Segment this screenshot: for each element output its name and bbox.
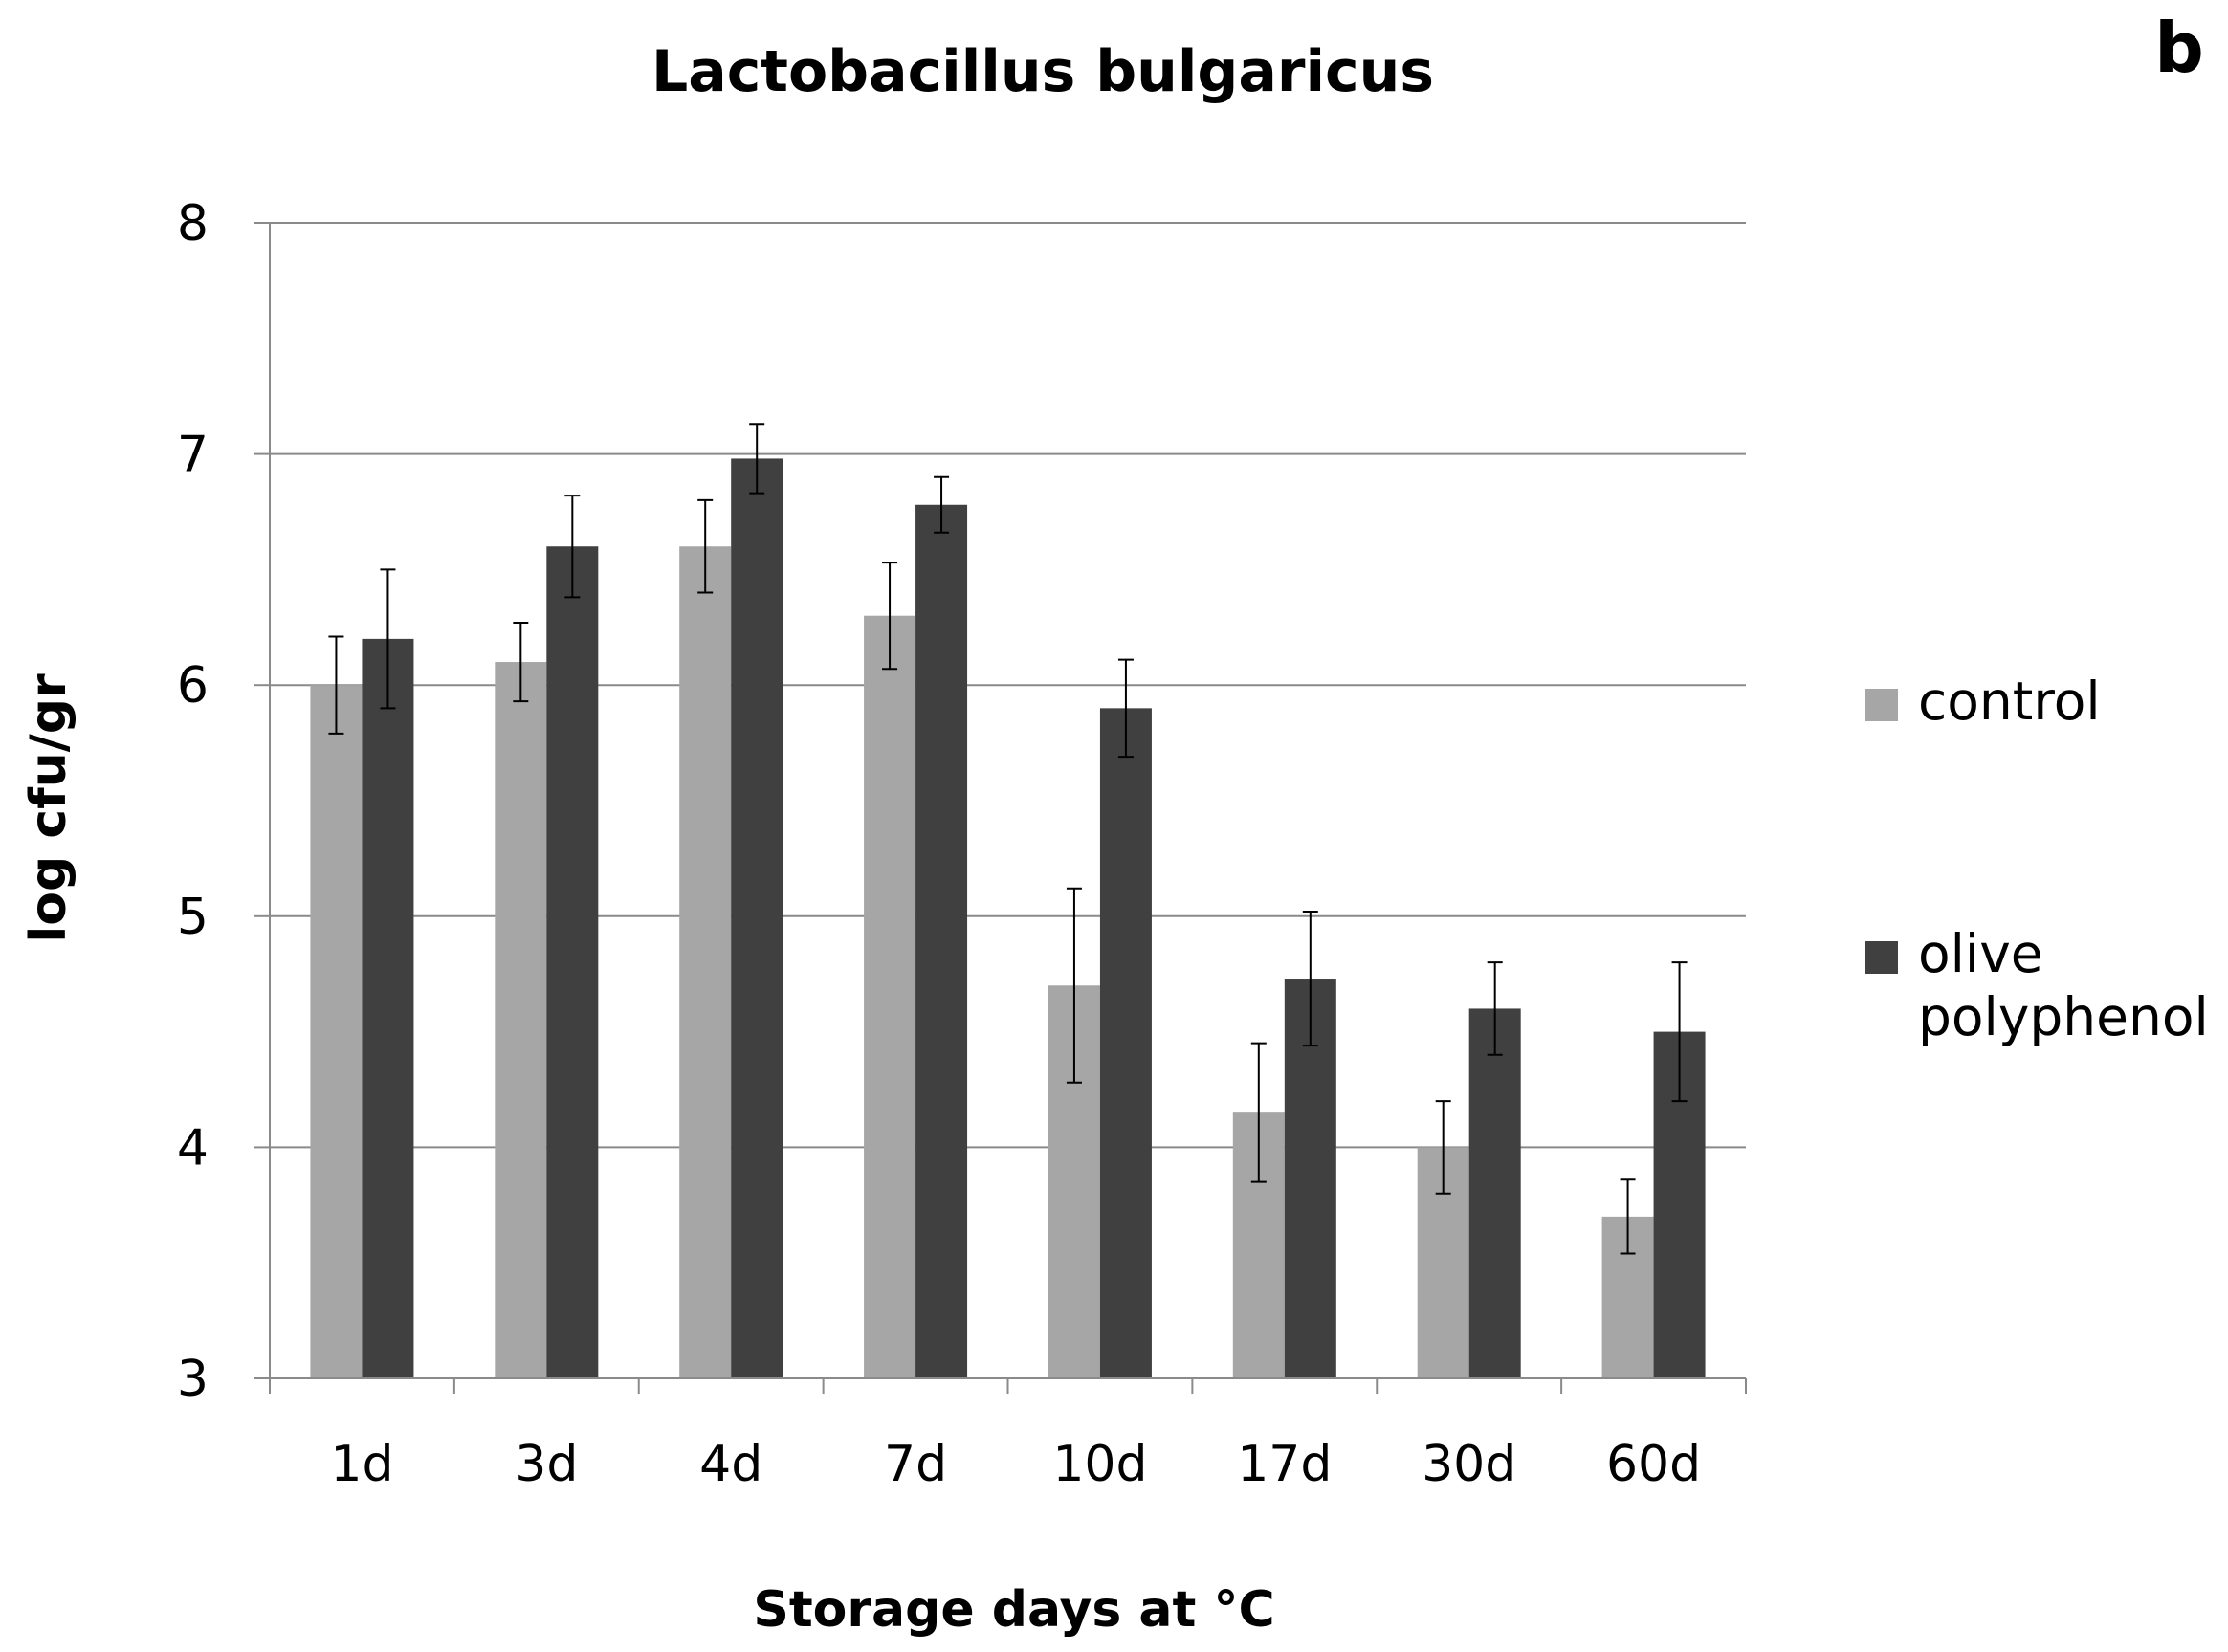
- error-bar: [380, 568, 396, 710]
- bars: [310, 458, 1706, 1378]
- legend: control olive polyphenol: [1865, 671, 2209, 1047]
- y-tick-label: 8: [177, 195, 209, 253]
- error-bar: [1302, 910, 1318, 1047]
- legend-swatch: [1865, 689, 1898, 721]
- error-bar: [564, 495, 581, 599]
- error-bar: [328, 635, 344, 735]
- error-bars: [328, 423, 1688, 1255]
- bar-olive-polyphenol: [362, 638, 414, 1378]
- y-tick-label: 5: [177, 889, 209, 946]
- bar-control: [679, 546, 732, 1378]
- legend-item: olive polyphenol: [1865, 923, 2209, 1047]
- y-tick-label: 7: [177, 427, 209, 484]
- bar-control: [495, 662, 547, 1378]
- x-tick-label: 3d: [515, 1436, 578, 1493]
- legend-item: control: [1865, 671, 2101, 732]
- y-tick-label: 3: [177, 1351, 209, 1408]
- error-bar: [1487, 961, 1503, 1056]
- y-axis-label: log cfu/gr: [20, 673, 77, 943]
- bar-olive-polyphenol: [546, 546, 599, 1378]
- error-bar: [1435, 1100, 1451, 1195]
- y-tick-label: 6: [177, 657, 209, 715]
- chart-title: Lactobacillus bulgaricus: [651, 38, 1434, 105]
- error-bar: [513, 621, 529, 703]
- bar-olive-polyphenol: [1099, 708, 1152, 1378]
- x-tick-label: 17d: [1237, 1436, 1332, 1493]
- bar-olive-polyphenol: [731, 458, 783, 1378]
- x-axis-label: Storage days at °C: [753, 1581, 1274, 1639]
- error-bar: [1250, 1042, 1267, 1183]
- error-bar: [1671, 961, 1688, 1103]
- bar-control: [310, 685, 363, 1378]
- error-bar: [882, 562, 898, 671]
- error-bar: [1117, 658, 1134, 759]
- error-bar: [697, 498, 714, 594]
- bar-olive-polyphenol: [915, 504, 968, 1378]
- legend-label: olive polyphenol: [1918, 923, 2209, 1047]
- bar-olive-polyphenol: [1468, 1008, 1521, 1378]
- error-bar: [1620, 1178, 1636, 1255]
- x-axis-ticks: 1d 3d 4d 7d 10d 17d 30d 60d: [269, 1378, 1747, 1493]
- error-bar: [749, 423, 765, 495]
- x-tick-label: 7d: [884, 1436, 947, 1493]
- axes: [269, 223, 1746, 1379]
- error-bar: [934, 475, 950, 534]
- x-tick-label: 1d: [330, 1436, 393, 1493]
- gridlines: [270, 222, 1746, 1149]
- x-tick-label: 60d: [1606, 1436, 1701, 1493]
- x-tick-label: 10d: [1052, 1436, 1147, 1493]
- panel-label: b: [2154, 8, 2204, 88]
- error-bar: [1066, 887, 1082, 1084]
- legend-label: control: [1918, 671, 2101, 732]
- x-tick-label: 4d: [699, 1436, 762, 1493]
- bar-control: [864, 615, 916, 1378]
- y-tick-label: 4: [177, 1119, 209, 1177]
- legend-swatch: [1865, 941, 1898, 974]
- y-axis-ticks: 3 4 5 6 7 8: [177, 195, 270, 1408]
- x-tick-label: 30d: [1422, 1436, 1516, 1493]
